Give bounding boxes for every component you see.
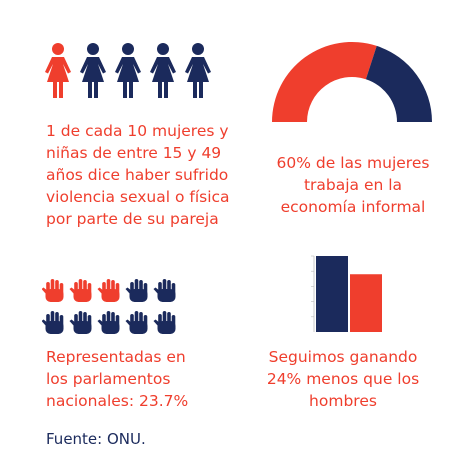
female-figure-icon xyxy=(80,43,106,98)
raised-hand-icon xyxy=(125,311,148,334)
raised-hand-icon xyxy=(97,311,120,334)
informal-economy-gauge xyxy=(272,41,432,122)
raised-hand-icon xyxy=(42,311,64,334)
female-figure-icon xyxy=(45,43,71,98)
raised-hand-icon xyxy=(153,311,176,334)
female-figure-icon xyxy=(150,43,176,98)
violence-statistic: 1 de cada 10 mujeres y niñas de entre 15… xyxy=(46,122,230,228)
wage-gap-bar-chart xyxy=(311,255,382,332)
raised-hand-icon xyxy=(69,279,92,302)
informal-economy-statistic: 60% de las mujeres trabaja en la economí… xyxy=(276,154,430,216)
bar-1 xyxy=(350,274,382,332)
wage-gap-statistic: Seguimos ganando 24% menos que los hombr… xyxy=(266,348,420,410)
source-note: Fuente: ONU. xyxy=(46,430,146,448)
female-figure-icon xyxy=(185,43,211,98)
women-icon-row xyxy=(45,43,211,98)
raised-hand-icon xyxy=(153,279,176,302)
bar-0 xyxy=(316,256,348,332)
raised-hand-icon xyxy=(97,279,120,302)
raised-hand-icon xyxy=(69,311,92,334)
parliament-statistic: Representadas en los parlamentos naciona… xyxy=(46,348,189,410)
female-figure-icon xyxy=(115,43,141,98)
gauge-slice-0 xyxy=(272,41,377,122)
raised-hand-icon xyxy=(125,279,148,302)
hands-icon-grid xyxy=(42,279,176,334)
gauge-slice-1 xyxy=(365,45,432,122)
raised-hand-icon xyxy=(42,279,64,302)
